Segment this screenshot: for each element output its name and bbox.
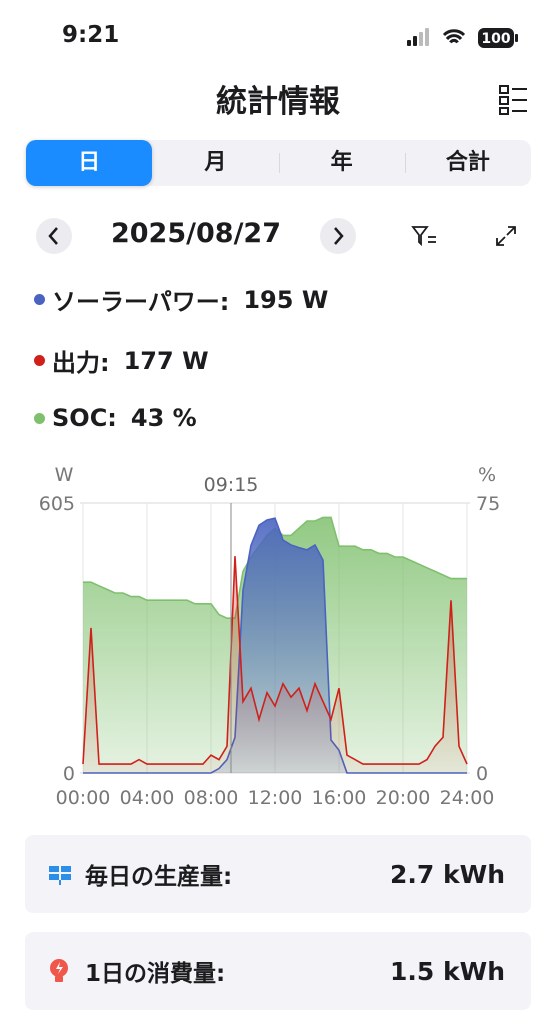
summary-label: 毎日の生産量:	[85, 864, 233, 890]
chart: 00:00 04:00 08:00 12:00 16:00 20:00 24:0006050…	[39, 464, 500, 809]
legend-dot	[34, 412, 45, 424]
cursor-label: 09:15	[204, 474, 259, 496]
battery-level: 100	[481, 31, 510, 47]
x-tick-label: 00:00	[56, 787, 111, 809]
tab[interactable]: 年	[278, 140, 405, 186]
readout: SOC: 43 %	[34, 404, 197, 432]
readout: 出力: 177 W	[34, 343, 209, 378]
legend-dot	[34, 355, 45, 366]
status-icons: 100	[407, 28, 518, 48]
page-title: 統計情報	[216, 84, 340, 120]
y2-axis-label: %	[478, 464, 496, 486]
tab-bar: 日 月 年 合計	[26, 140, 531, 186]
y2-tick-label: 75	[476, 493, 500, 515]
menu-button[interactable]	[498, 84, 530, 116]
solar-icon	[49, 866, 71, 885]
x-tick-label: 20:00	[376, 787, 431, 809]
summary-card: 毎日の生産量: 2.7 kWh	[25, 835, 531, 913]
readout-label: ソーラーパワー:	[52, 288, 230, 316]
summary-value: 2.7 kWh	[390, 859, 505, 889]
readout-value: 177 W	[123, 346, 209, 375]
legend-dot	[34, 294, 45, 305]
summary-label: 1日の消費量:	[85, 961, 226, 987]
summary-card: 1日の消費量: 1.5 kWh	[25, 932, 531, 1010]
status-time: 9:21	[62, 22, 120, 48]
readout-value: 43 %	[130, 404, 197, 432]
tab[interactable]: 合計	[404, 140, 531, 186]
filter-button[interactable]	[411, 224, 439, 248]
bulb-icon	[50, 959, 68, 982]
x-tick-label: 16:00	[312, 787, 367, 809]
expand-button[interactable]	[494, 224, 518, 248]
readout-label: SOC:	[52, 404, 117, 432]
readout-value: 195 W	[243, 285, 329, 314]
tab[interactable]: 月	[204, 150, 227, 175]
x-tick-label: 24:00	[440, 787, 495, 809]
tab-label: 年	[330, 150, 353, 175]
tab[interactable]: 日	[26, 140, 153, 186]
y-tick-label: 0	[63, 763, 75, 785]
summary-value: 1.5 kWh	[390, 956, 505, 986]
readout-label: 出力:	[52, 349, 110, 377]
readout: ソーラーパワー: 195 W	[34, 282, 328, 317]
prev-button[interactable]	[36, 218, 72, 254]
series-area	[83, 518, 467, 773]
tab-label: 合計	[445, 150, 490, 175]
date-label: 2025/08/27	[110, 218, 281, 249]
series-area	[83, 556, 467, 773]
y-axis-label: W	[55, 464, 74, 486]
series-line	[82, 556, 468, 765]
x-tick-label: 12:00	[248, 787, 303, 809]
y-tick-label: 605	[39, 493, 75, 515]
next-button[interactable]	[320, 218, 356, 254]
x-tick-label: 04:00	[120, 787, 175, 809]
y2-tick-label: 0	[476, 763, 488, 785]
x-tick-label: 08:00	[184, 787, 239, 809]
